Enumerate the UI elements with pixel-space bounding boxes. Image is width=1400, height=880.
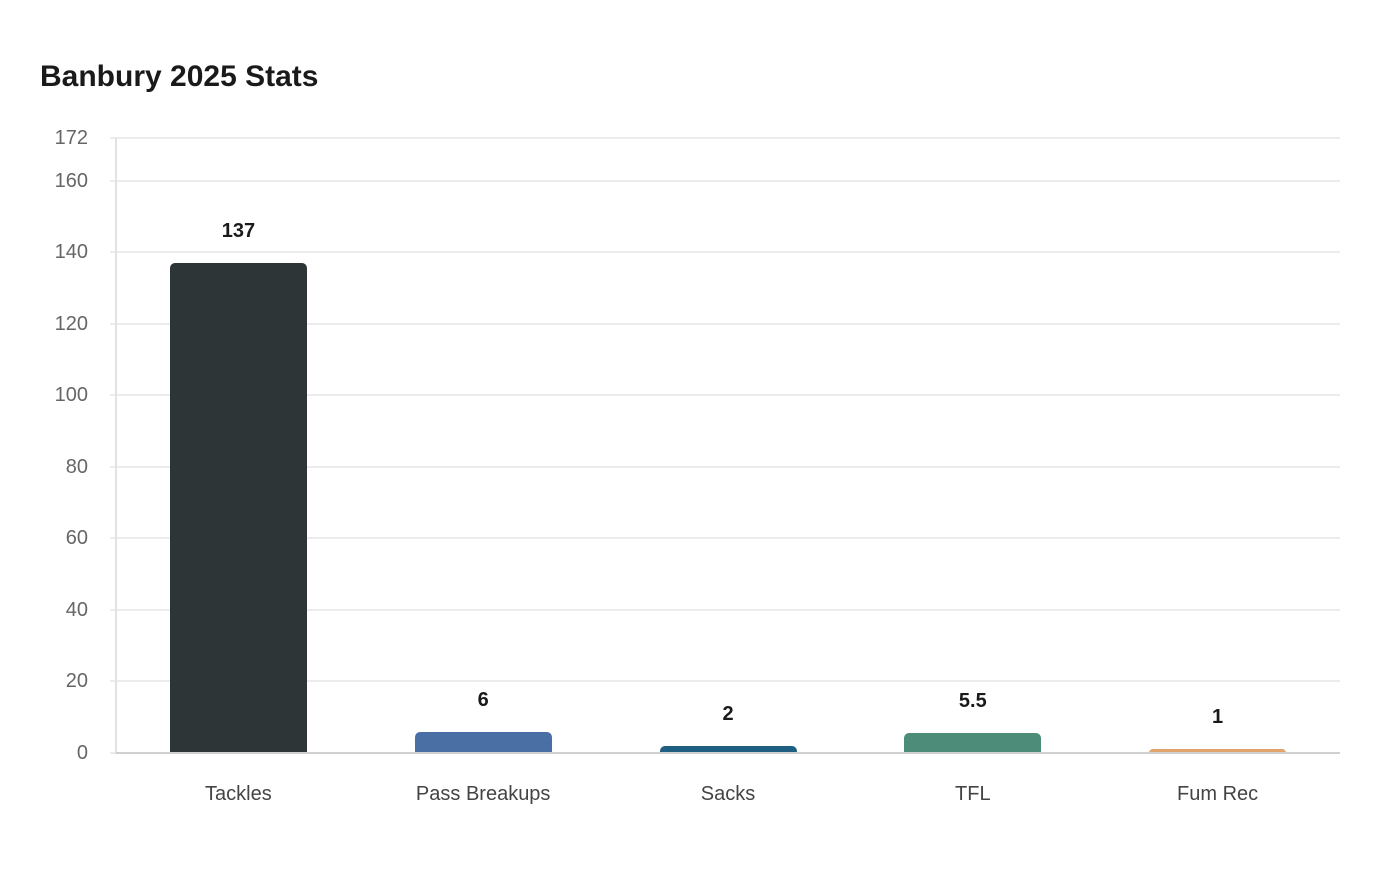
- gridline: [110, 251, 1340, 254]
- y-axis-line: [115, 138, 117, 754]
- y-tick-label: 40: [65, 598, 88, 621]
- x-tick-label: Sacks: [700, 783, 756, 805]
- gridline: [110, 394, 1340, 397]
- value-label: 1: [1212, 706, 1224, 729]
- gridline: [110, 137, 1340, 139]
- value-label: 137: [221, 220, 256, 243]
- bar-tackles[interactable]: [169, 263, 307, 753]
- bar-tfl[interactable]: [904, 733, 1042, 753]
- value-label: 6: [477, 688, 489, 711]
- y-tick-label: 120: [54, 312, 88, 335]
- gridline: [110, 608, 1340, 611]
- gridline: [110, 322, 1340, 325]
- y-tick-label: 20: [65, 670, 88, 693]
- y-tick-label: 172: [54, 127, 88, 149]
- gridline: [110, 179, 1340, 182]
- y-tick-label: 80: [65, 455, 88, 478]
- gridline: [110, 680, 1340, 683]
- x-tick-label: Pass Breakups: [415, 783, 551, 805]
- gridline: [110, 465, 1340, 468]
- y-tick-label: 160: [54, 169, 88, 192]
- x-tick-label: Fum Rec: [1177, 783, 1259, 805]
- gridline: [110, 537, 1340, 540]
- y-tick-label: 100: [54, 384, 88, 407]
- bar-pass-breakups[interactable]: [414, 731, 552, 753]
- bar-sacks[interactable]: [659, 745, 797, 753]
- value-label: 5.5: [958, 690, 987, 713]
- x-tick-label: TFL: [955, 783, 991, 805]
- y-tick-label: 0: [76, 742, 88, 764]
- bar-fum-rec[interactable]: [1149, 749, 1287, 753]
- value-label: 2: [722, 702, 734, 725]
- x-tick-label: Tackles: [205, 783, 272, 805]
- x-axis-line: [116, 752, 1340, 754]
- chart-title: Banbury 2025 Stats: [40, 60, 319, 93]
- y-tick-label: 140: [54, 241, 88, 264]
- y-tick-label: 60: [65, 527, 88, 550]
